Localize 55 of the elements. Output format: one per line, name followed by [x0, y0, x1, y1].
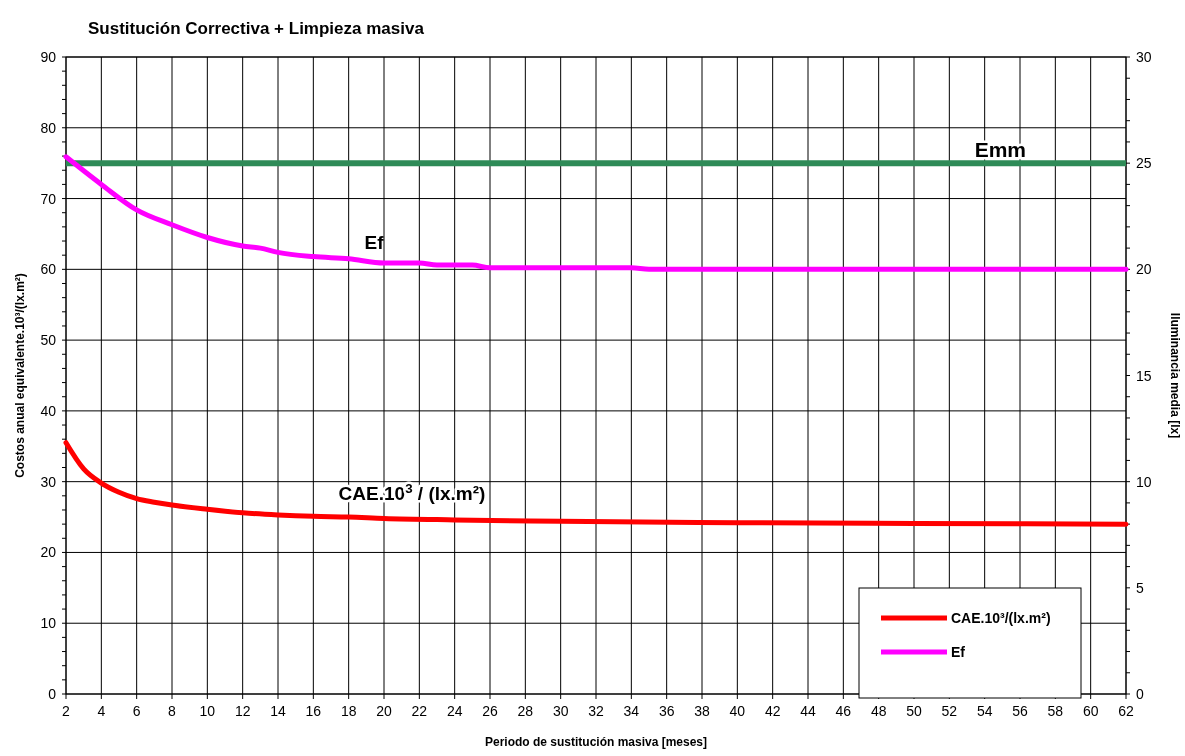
x-tick-label: 18 — [340, 703, 357, 719]
x-tick-label: 56 — [1012, 703, 1028, 719]
y2-axis-title: Iluminancia media [lx] — [1168, 312, 1182, 439]
text: Ef — [364, 231, 384, 253]
x-tick-label: 48 — [870, 703, 887, 719]
x-tick-label: 38 — [694, 703, 710, 719]
x-tick-label: 16 — [305, 703, 322, 719]
x-tick-label: 50 — [906, 703, 922, 719]
x-tick-label: 32 — [588, 703, 604, 719]
y2-tick-label: 15 — [1136, 367, 1152, 384]
x-tick-label: 8 — [168, 703, 177, 719]
x-tick-label: 34 — [623, 703, 640, 719]
x-tick-label: 58 — [1047, 703, 1064, 719]
x-tick-label: 36 — [658, 703, 675, 719]
legend-label: Ef — [951, 644, 966, 660]
x-tick-label: 6 — [132, 703, 141, 719]
x-tick-label: 26 — [482, 703, 498, 719]
y2-tick-label: 10 — [1136, 473, 1152, 490]
y-tick-label: 40 — [40, 402, 57, 419]
x-tick-label: 12 — [234, 703, 251, 719]
y-tick-label: 80 — [40, 119, 57, 136]
y-tick-label: 0 — [48, 686, 57, 702]
x-tick-label: 28 — [517, 703, 534, 719]
y-tick-label: 70 — [40, 190, 57, 207]
legend-label: CAE.10³/(lx.m²) — [951, 610, 1051, 626]
y-tick-label: 10 — [40, 615, 57, 632]
chart-title: Sustitución Correctiva + Limpieza masiva — [88, 19, 425, 38]
x-tick-label: 44 — [800, 703, 816, 719]
x-tick-label: 10 — [199, 703, 216, 719]
y2-tick-label: 25 — [1136, 155, 1152, 172]
y-tick-label: 50 — [40, 332, 57, 349]
y2-tick-label: 5 — [1136, 579, 1144, 596]
x-tick-label: 20 — [376, 703, 392, 719]
y-tick-label: 90 — [40, 49, 57, 65]
y2-tick-label: 30 — [1136, 49, 1152, 65]
x-tick-label: 62 — [1118, 703, 1134, 719]
x-tick-label: 4 — [97, 703, 106, 719]
x-tick-label: 24 — [446, 703, 463, 719]
y-tick-label: 60 — [40, 261, 57, 278]
x-tick-label: 46 — [835, 703, 852, 719]
x-axis-title: Periodo de sustitución masiva [meses] — [484, 735, 708, 749]
x-tick-label: 60 — [1082, 703, 1099, 719]
x-tick-label: 42 — [764, 703, 781, 719]
y-axis-title: Costos anual equivalente.10³/(lx.m²) — [13, 273, 27, 478]
x-tick-label: 40 — [729, 703, 746, 719]
x-tick-label: 14 — [270, 703, 286, 719]
x-tick-label: 52 — [941, 703, 958, 719]
x-tick-label: 30 — [552, 703, 569, 719]
x-tick-label: 2 — [62, 703, 71, 719]
x-tick-label: 54 — [976, 703, 993, 719]
x-tick-label: 22 — [411, 703, 428, 719]
y-tick-label: 30 — [40, 473, 57, 490]
y2-tick-label: 0 — [1136, 686, 1144, 702]
y-tick-label: 20 — [40, 544, 57, 561]
y2-tick-label: 20 — [1136, 261, 1152, 278]
